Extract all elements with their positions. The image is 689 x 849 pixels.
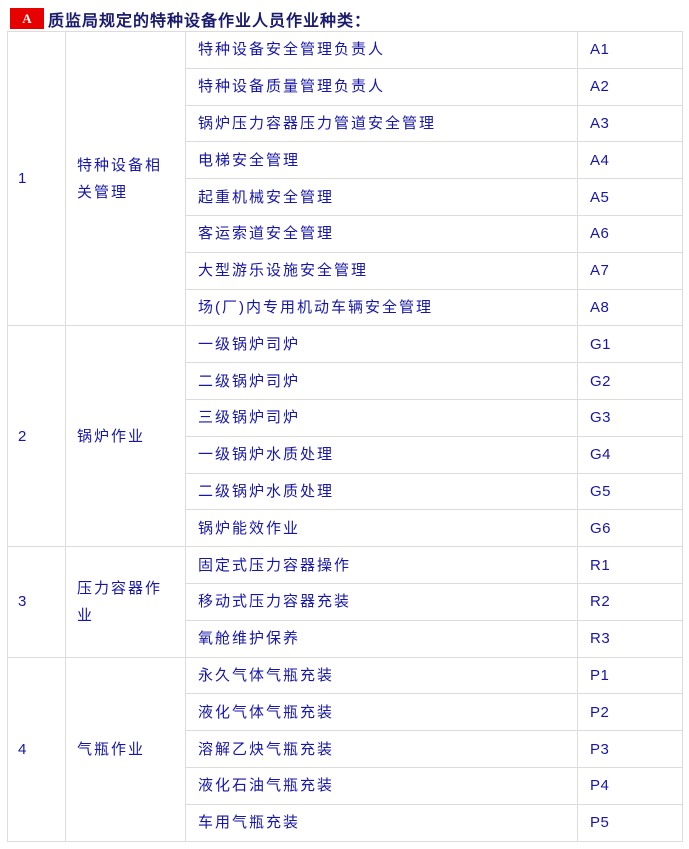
- page-header: A 质监局规定的特种设备作业人员作业种类：: [10, 8, 689, 30]
- job-code-cell: R2: [577, 582, 683, 621]
- jobs-table: 1 特种设备相关管理 特种设备安全管理负责人 A1 特种设备质量管理负责人 A2 锅炉压力容…: [7, 30, 683, 842]
- job-name-cell: 大型游乐设施安全管理: [185, 251, 578, 290]
- table-row: 4 气瓶作业 永久气体气瓶充装 P1: [7, 656, 683, 842]
- table-row: 3 压力容器作业 固定式压力容器操作 R1: [7, 546, 683, 658]
- job-name-cell: 移动式压力容器充装: [185, 582, 578, 621]
- table-row: 二级锅炉水质处理 G5: [8, 472, 683, 511]
- job-code-cell: A1: [577, 31, 683, 69]
- job-code-cell: R1: [577, 546, 683, 584]
- job-name-cell: 电梯安全管理: [185, 141, 578, 180]
- table-row: 2 锅炉作业 一级锅炉司炉 G1: [7, 325, 683, 548]
- job-code-cell: A2: [577, 67, 683, 106]
- table-row: 液化气体气瓶充装 P2: [8, 693, 683, 732]
- table-row: 移动式压力容器充装 R2: [8, 582, 683, 621]
- job-code-cell: G3: [577, 398, 683, 437]
- group-category-cell: 压力容器作业: [65, 546, 186, 658]
- table-row: 溶解乙炔气瓶充装 P3: [8, 730, 683, 768]
- job-name-cell: 场(厂)内专用机动车辆安全管理: [185, 288, 578, 327]
- job-name-cell: 二级锅炉司炉: [185, 362, 578, 400]
- job-code-cell: G6: [577, 509, 683, 548]
- table-row: 三级锅炉司炉 G3: [8, 398, 683, 437]
- table-row: 二级锅炉司炉 G2: [8, 362, 683, 400]
- table-row: 客运索道安全管理 A6: [8, 214, 683, 253]
- job-name-cell: 氧舱维护保养: [185, 619, 578, 658]
- job-code-cell: G1: [577, 325, 683, 364]
- group-number-cell: 3: [7, 546, 66, 658]
- job-name-cell: 锅炉能效作业: [185, 509, 578, 548]
- job-code-cell: A5: [577, 178, 683, 216]
- table-row: 电梯安全管理 A4: [8, 141, 683, 180]
- group-category-cell: 气瓶作业: [65, 656, 186, 842]
- job-code-cell: P4: [577, 766, 683, 805]
- job-code-cell: A8: [577, 288, 683, 327]
- jobs-table-body: 1 特种设备相关管理 特种设备安全管理负责人 A1 特种设备质量管理负责人 A2 锅炉压力容…: [7, 30, 683, 842]
- job-name-cell: 起重机械安全管理: [185, 178, 578, 216]
- job-name-cell: 一级锅炉水质处理: [185, 435, 578, 474]
- job-code-cell: A3: [577, 104, 683, 143]
- job-name-cell: 永久气体气瓶充装: [185, 656, 578, 695]
- job-name-cell: 特种设备安全管理负责人: [185, 31, 578, 69]
- job-name-cell: 客运索道安全管理: [185, 214, 578, 253]
- job-code-cell: A7: [577, 251, 683, 290]
- table-row: 液化石油气瓶充装 P4: [8, 766, 683, 805]
- job-name-cell: 固定式压力容器操作: [185, 546, 578, 584]
- section-badge: A: [10, 8, 44, 29]
- table-row: 锅炉压力容器压力管道安全管理 A3: [8, 104, 683, 143]
- job-name-cell: 溶解乙炔气瓶充装: [185, 730, 578, 768]
- group-category-cell: 特种设备相关管理: [65, 30, 186, 327]
- table-row: 一级锅炉水质处理 G4: [8, 435, 683, 474]
- job-code-cell: G5: [577, 472, 683, 511]
- job-code-cell: A6: [577, 214, 683, 253]
- table-row: 特种设备质量管理负责人 A2: [8, 67, 683, 106]
- job-name-cell: 车用气瓶充装: [185, 803, 578, 842]
- table-row: 1 特种设备相关管理 特种设备安全管理负责人 A1: [7, 30, 683, 327]
- table-row: 氧舱维护保养 R3: [8, 619, 683, 658]
- table-row: 起重机械安全管理 A5: [8, 178, 683, 216]
- job-code-cell: P1: [577, 656, 683, 695]
- job-code-cell: R3: [577, 619, 683, 658]
- job-name-cell: 一级锅炉司炉: [185, 325, 578, 364]
- job-code-cell: P3: [577, 730, 683, 768]
- table-row: 锅炉能效作业 G6: [8, 509, 683, 548]
- group-category-cell: 锅炉作业: [65, 325, 186, 548]
- group-number-cell: 1: [7, 30, 66, 327]
- section-badge-label: A: [22, 11, 32, 26]
- job-name-cell: 液化气体气瓶充装: [185, 693, 578, 732]
- job-name-cell: 三级锅炉司炉: [185, 398, 578, 437]
- table-row: 场(厂)内专用机动车辆安全管理 A8: [8, 288, 683, 327]
- job-name-cell: 液化石油气瓶充装: [185, 766, 578, 805]
- job-code-cell: P2: [577, 693, 683, 732]
- group-number-cell: 2: [7, 325, 66, 548]
- group-number-cell: 4: [7, 656, 66, 842]
- job-name-cell: 二级锅炉水质处理: [185, 472, 578, 511]
- job-name-cell: 锅炉压力容器压力管道安全管理: [185, 104, 578, 143]
- job-code-cell: G4: [577, 435, 683, 474]
- job-code-cell: G2: [577, 362, 683, 400]
- table-row: 大型游乐设施安全管理 A7: [8, 251, 683, 290]
- page-title: 质监局规定的特种设备作业人员作业种类：: [48, 12, 372, 30]
- job-name-cell: 特种设备质量管理负责人: [185, 67, 578, 106]
- job-code-cell: A4: [577, 141, 683, 180]
- job-code-cell: P5: [577, 803, 683, 842]
